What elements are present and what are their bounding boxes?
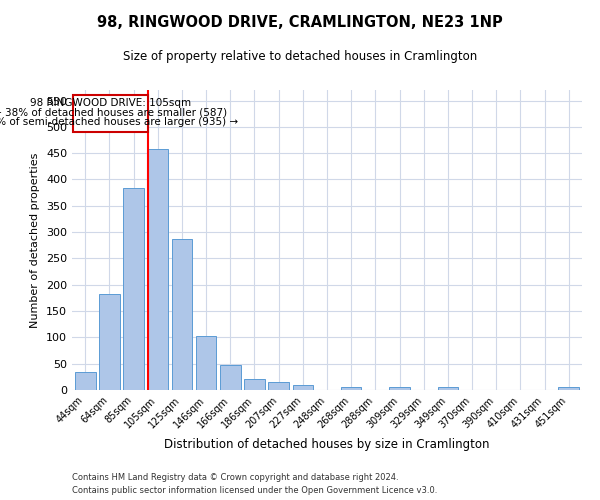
FancyBboxPatch shape bbox=[73, 96, 148, 132]
Bar bbox=[148, 149, 168, 390]
Y-axis label: Number of detached properties: Number of detached properties bbox=[31, 152, 40, 328]
Bar bbox=[268, 382, 289, 390]
Bar bbox=[196, 336, 217, 390]
Bar bbox=[99, 294, 120, 390]
Text: Size of property relative to detached houses in Cramlington: Size of property relative to detached ho… bbox=[123, 50, 477, 63]
Text: Contains public sector information licensed under the Open Government Licence v3: Contains public sector information licen… bbox=[72, 486, 437, 495]
Bar bbox=[244, 380, 265, 390]
Bar bbox=[341, 388, 361, 390]
Bar bbox=[172, 239, 192, 390]
X-axis label: Distribution of detached houses by size in Cramlington: Distribution of detached houses by size … bbox=[164, 438, 490, 451]
Bar bbox=[124, 188, 144, 390]
Text: ← 38% of detached houses are smaller (587): ← 38% of detached houses are smaller (58… bbox=[0, 108, 227, 118]
Text: Contains HM Land Registry data © Crown copyright and database right 2024.: Contains HM Land Registry data © Crown c… bbox=[72, 474, 398, 482]
Text: 98 RINGWOOD DRIVE: 105sqm: 98 RINGWOOD DRIVE: 105sqm bbox=[30, 98, 191, 108]
Text: 98, RINGWOOD DRIVE, CRAMLINGTON, NE23 1NP: 98, RINGWOOD DRIVE, CRAMLINGTON, NE23 1N… bbox=[97, 15, 503, 30]
Bar bbox=[75, 372, 95, 390]
Text: 61% of semi-detached houses are larger (935) →: 61% of semi-detached houses are larger (… bbox=[0, 117, 238, 127]
Bar bbox=[389, 388, 410, 390]
Bar bbox=[437, 388, 458, 390]
Bar bbox=[559, 388, 579, 390]
Bar bbox=[220, 364, 241, 390]
Bar bbox=[293, 384, 313, 390]
